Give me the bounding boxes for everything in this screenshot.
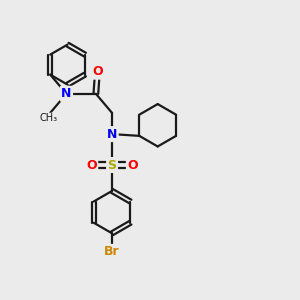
Text: N: N: [107, 128, 117, 141]
Text: O: O: [127, 158, 138, 172]
Text: S: S: [107, 158, 116, 172]
Text: O: O: [86, 158, 97, 172]
Text: O: O: [92, 65, 103, 78]
Text: Br: Br: [104, 245, 120, 258]
Text: CH₃: CH₃: [40, 113, 58, 123]
Text: N: N: [61, 87, 72, 100]
